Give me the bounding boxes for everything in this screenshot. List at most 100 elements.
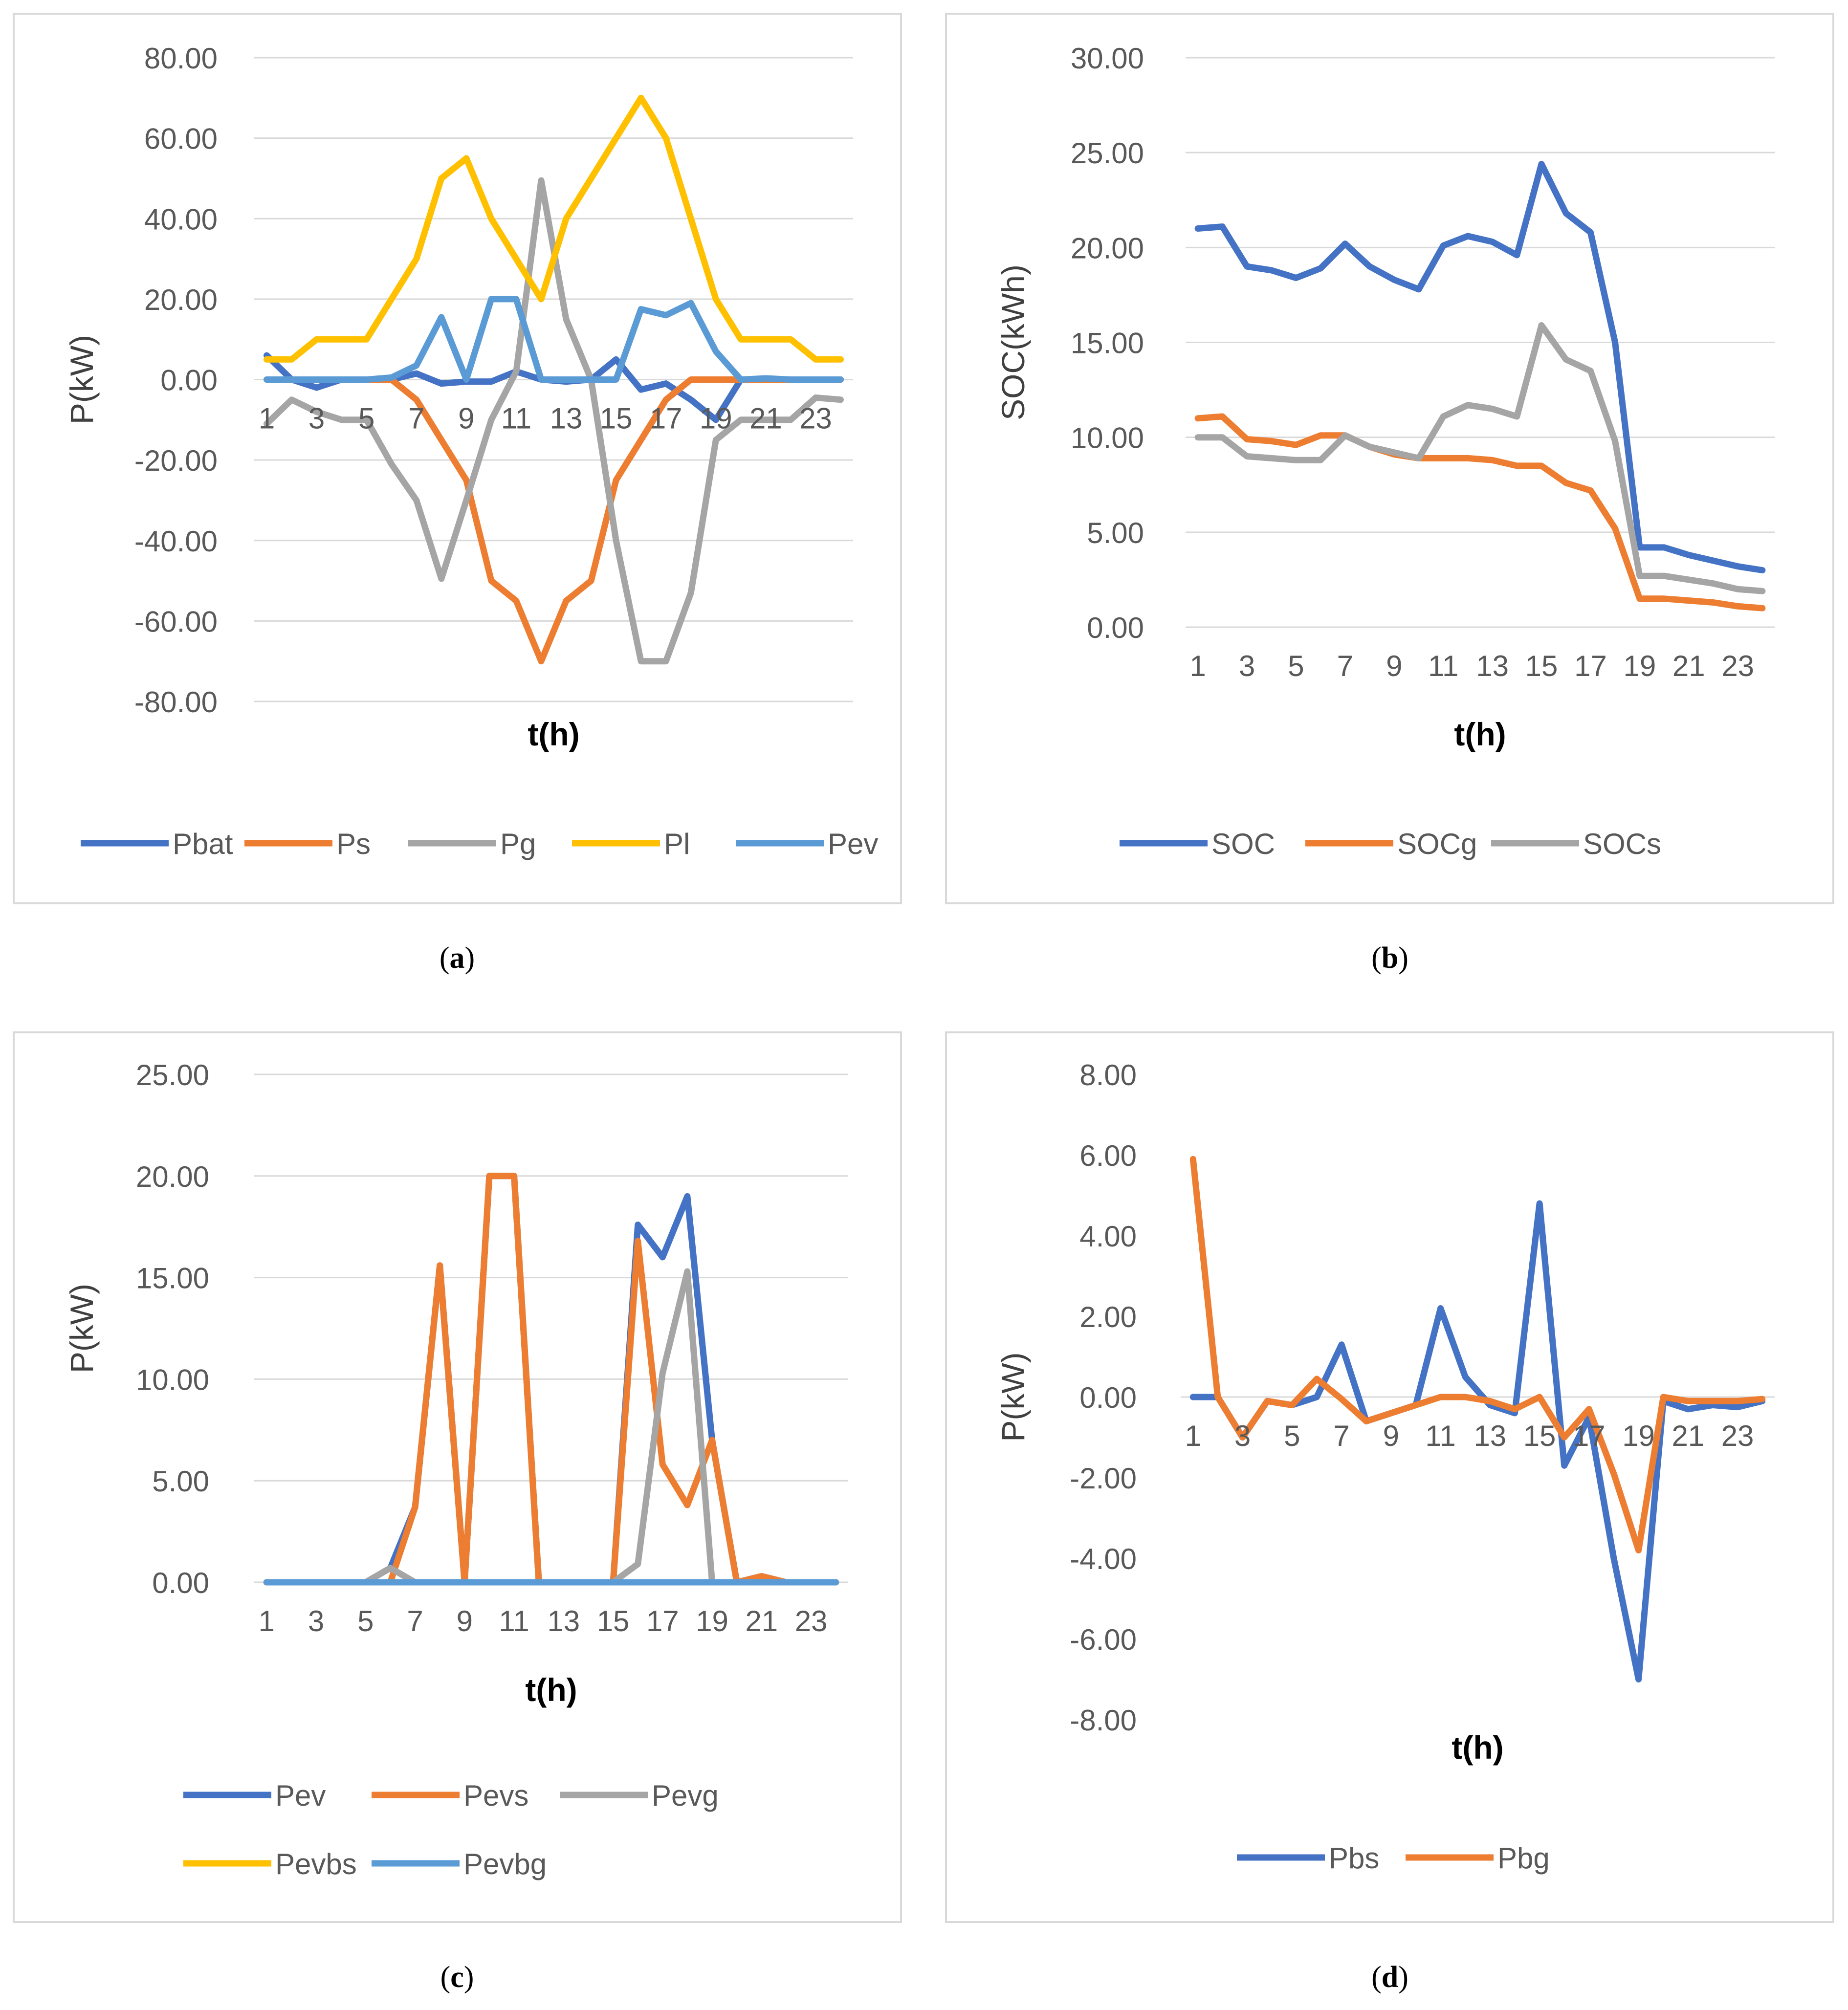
x-axis-title: t(h) [525, 1672, 577, 1708]
panel-d-frame [945, 1031, 1834, 1923]
x-tick-label: 7 [407, 1605, 423, 1638]
x-tick-label: 5 [358, 402, 374, 435]
x-tick-label: 7 [1333, 1420, 1349, 1452]
x-tick-label: 21 [1672, 650, 1705, 682]
x-tick-label: 15 [1523, 1420, 1556, 1452]
y-tick-label: -2.00 [1070, 1462, 1137, 1495]
panel-b-frame [945, 13, 1834, 904]
y-tick-label: -8.00 [1070, 1704, 1137, 1737]
legend-label-pl: Pl [664, 828, 690, 860]
y-tick-label: 15.00 [136, 1262, 209, 1295]
x-tick-label: 11 [499, 1605, 529, 1638]
x-tick-label: 11 [501, 402, 531, 435]
x-tick-label: 11 [1425, 1420, 1455, 1452]
x-tick-label: 13 [547, 1605, 580, 1638]
series-line-socg [1194, 413, 1766, 612]
legend-label-pevg: Pevg [652, 1779, 719, 1812]
legend-label-soc: SOC [1211, 828, 1275, 860]
y-tick-label: 0.00 [1079, 1381, 1137, 1414]
x-axis-title: t(h) [528, 716, 579, 752]
x-tick-label: 19 [696, 1605, 728, 1638]
y-tick-label: 20.00 [1071, 232, 1144, 264]
x-tick-label: 19 [700, 402, 732, 435]
y-tick-label: 6.00 [1079, 1139, 1137, 1172]
chart-panel-d: 8.00 6.00 4.00 2.00 0.00 -2.00 -4.00 -6.00 -8.00… [995, 1059, 1775, 1875]
panel-caption: (a) [440, 941, 475, 975]
x-tick-label: 23 [1721, 1420, 1754, 1452]
y-tick-label: -60.00 [134, 605, 218, 638]
legend-label-socs: SOCs [1583, 828, 1661, 860]
y-tick-label: 10.00 [1071, 422, 1144, 455]
legend-label-pev: Pev [828, 828, 878, 860]
x-tick-label: 13 [1474, 1420, 1506, 1452]
y-tick-label: 25.00 [1071, 137, 1144, 170]
x-tick-label: 1 [1185, 1420, 1201, 1452]
y-axis-title: P(kW) [64, 1284, 100, 1373]
legend-label-pg: Pg [500, 828, 536, 860]
x-axis-title: t(h) [1452, 1729, 1503, 1766]
legend-label-ps: Ps [336, 828, 371, 860]
y-tick-label: 60.00 [144, 123, 218, 155]
x-tick-label: 5 [1284, 1420, 1300, 1452]
legend-label-pevbg: Pevbg [463, 1848, 547, 1880]
x-tick-label: 3 [1234, 1420, 1251, 1452]
x-tick-label: 1 [1189, 650, 1206, 682]
y-axis-title: SOC(kWh) [995, 264, 1031, 420]
y-tick-label: 20.00 [136, 1160, 209, 1193]
x-tick-label: 9 [457, 1605, 473, 1638]
y-tick-label: 8.00 [1079, 1059, 1137, 1092]
panel-caption: (d) [1371, 1961, 1408, 1994]
x-tick-label: 19 [1622, 1420, 1655, 1452]
x-tick-label: 3 [1239, 650, 1255, 682]
y-tick-label: 25.00 [136, 1059, 209, 1092]
x-tick-label: 11 [1428, 650, 1458, 682]
y-tick-label: 2.00 [1079, 1301, 1137, 1333]
x-axis-title: t(h) [1454, 716, 1506, 752]
x-tick-label: 17 [1574, 650, 1607, 682]
x-tick-label: 21 [749, 402, 782, 435]
legend-label-pevs: Pevs [463, 1779, 528, 1812]
legend-label-pbat: Pbat [173, 828, 233, 860]
y-tick-label: 15.00 [1071, 327, 1144, 360]
x-tick-label: 1 [259, 1605, 275, 1638]
x-tick-label: 23 [1721, 650, 1754, 682]
legend-label-pev: Pev [275, 1779, 326, 1812]
legend-label-pbs: Pbs [1329, 1842, 1379, 1875]
x-tick-label: 13 [550, 402, 583, 435]
x-tick-label: 9 [1386, 650, 1402, 682]
legend-label-socg: SOCg [1397, 828, 1477, 860]
x-tick-label: 15 [597, 1605, 630, 1638]
panel-caption: (c) [440, 1961, 474, 1994]
legend: Pbat Ps Pg Pl Pev [81, 828, 878, 860]
legend-label-pbg: Pbg [1497, 1842, 1550, 1875]
x-tick-label: 9 [458, 402, 474, 435]
x-tick-label: 3 [308, 402, 325, 435]
y-axis-title: P(kW) [64, 335, 100, 424]
x-tick-label: 5 [357, 1605, 374, 1638]
x-tick-label: 7 [408, 402, 424, 435]
legend: Pbs Pbg [1237, 1842, 1550, 1875]
y-tick-label: -80.00 [134, 686, 218, 719]
x-tick-label: 5 [1288, 650, 1304, 682]
legend: Pev Pevs Pevg Pevbs Pevbg [183, 1779, 719, 1880]
y-tick-label: 5.00 [1087, 517, 1144, 549]
x-tick-label: 17 [650, 402, 682, 435]
x-tick-label: 19 [1623, 650, 1656, 682]
y-tick-label: 5.00 [152, 1465, 209, 1498]
x-tick-label: 23 [799, 402, 832, 435]
y-tick-label: 0.00 [152, 1567, 209, 1599]
y-tick-label: 40.00 [144, 203, 218, 236]
series-line-pev [264, 296, 844, 383]
series-line-pl [264, 94, 844, 363]
panel-captions: (a) (b) (c) (d) [440, 941, 1408, 1994]
series-line-socs [1194, 322, 1766, 594]
panel-caption: (b) [1371, 941, 1408, 975]
y-tick-label: 0.00 [160, 364, 218, 397]
chart-panel-a: 80.00 60.00 40.00 20.00 0.00 -20.00 -40.00 -60.… [64, 42, 878, 860]
series-line-soc [1194, 161, 1766, 573]
legend: SOC SOCg SOCs [1120, 828, 1661, 860]
y-tick-label: 0.00 [1087, 612, 1144, 644]
x-tick-label: 23 [795, 1605, 828, 1638]
